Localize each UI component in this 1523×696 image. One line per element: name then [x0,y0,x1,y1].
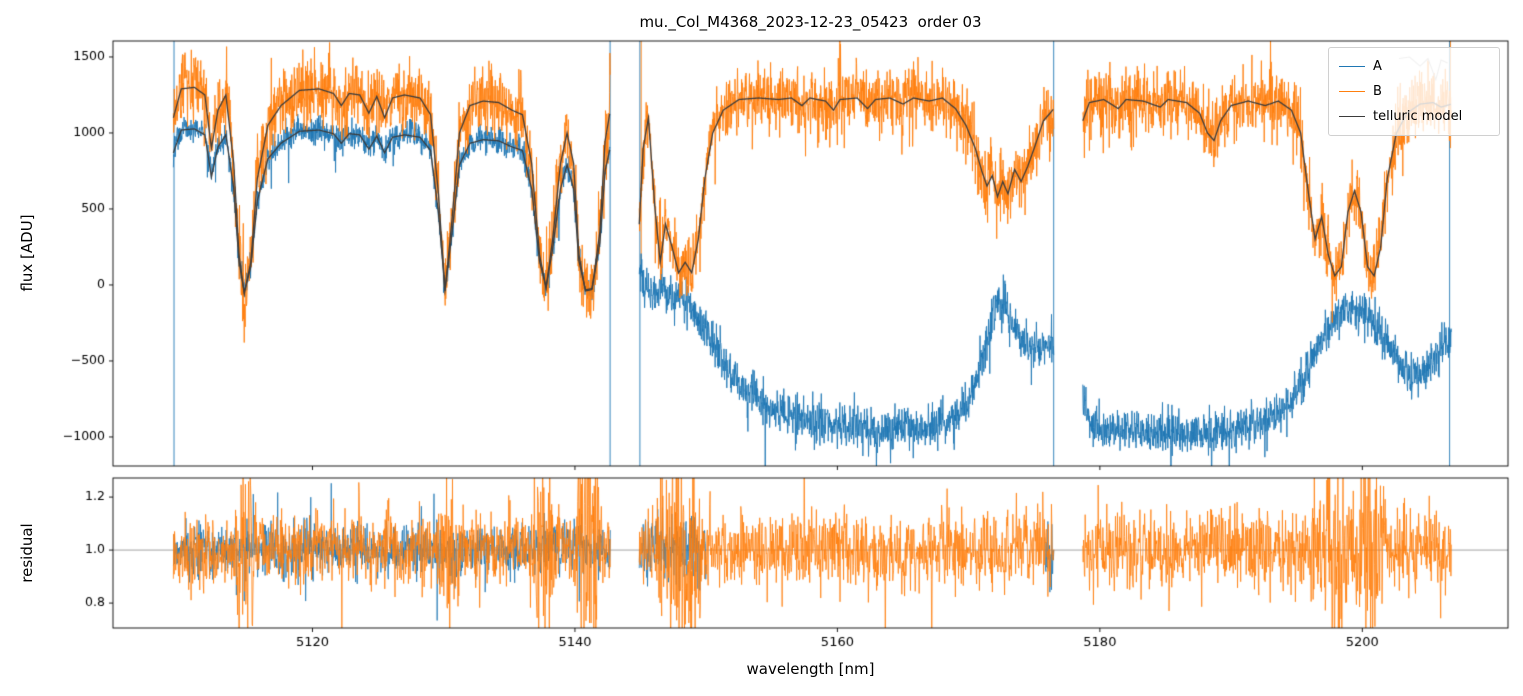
flux-axis-label: flux [ADU] [18,214,36,292]
legend-item-b: B [1339,79,1489,104]
residual-axis-label: residual [18,523,36,583]
wavelength-axis-label: wavelength [nm] [746,660,875,678]
series-a-line-swatch [1339,66,1365,67]
legend: A B telluric model [1328,47,1500,136]
series-a-label: A [1373,59,1382,74]
telluric-model-label: telluric model [1373,109,1463,124]
telluric-model-line-swatch [1339,116,1365,117]
legend-item-telluric-model: telluric model [1339,104,1489,129]
chart-title: mu._Col_M4368_2023-12-23_05423 order 03 [639,13,982,31]
series-b-line-swatch [1339,91,1365,92]
legend-item-a: A [1339,54,1489,79]
series-b-label: B [1373,84,1382,99]
